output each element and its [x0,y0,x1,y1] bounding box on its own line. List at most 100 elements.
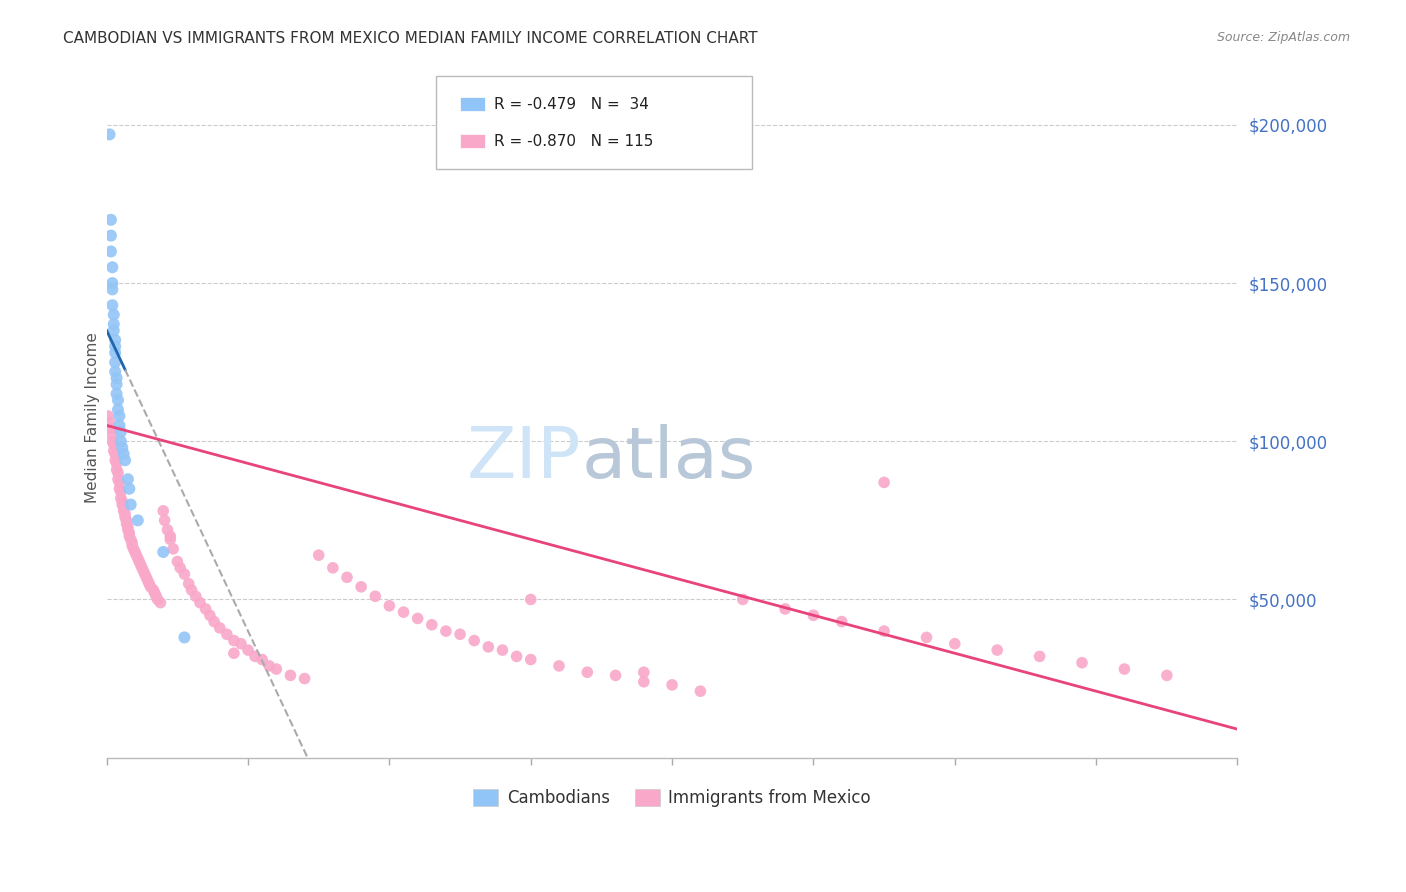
Point [142,582,165,597]
Point [121,539,143,553]
Point [101,282,124,296]
Point [118,526,141,541]
Point [1071,656,1094,670]
Text: atlas: atlas [582,424,756,493]
Point [122,541,145,556]
Point [104,365,127,379]
Point [145,589,167,603]
Point [194,602,217,616]
Point [104,453,127,467]
Point [378,599,401,613]
Point [266,662,288,676]
Point [100,212,122,227]
Point [143,586,166,600]
Point [125,548,148,562]
Point [114,507,136,521]
Point [129,558,152,572]
Point [110,484,132,499]
Point [392,605,415,619]
Point [202,615,225,629]
Point [294,672,316,686]
Point [173,567,195,582]
Point [101,276,124,290]
Point [110,425,132,439]
Point [107,402,129,417]
Point [136,574,159,588]
Point [986,643,1008,657]
Point [184,589,207,603]
Point [110,434,132,449]
Point [104,333,127,347]
Point [120,533,142,547]
Point [731,592,754,607]
Point [519,592,541,607]
Point [100,422,122,436]
Point [449,627,471,641]
Point [198,608,221,623]
Point [114,453,136,467]
Point [505,649,527,664]
Point [104,447,127,461]
Point [101,298,124,312]
Point [166,554,188,568]
Point [336,570,359,584]
Point [152,504,174,518]
Point [350,580,373,594]
Point [406,611,429,625]
Point [104,345,127,359]
Point [463,633,485,648]
Point [519,652,541,666]
Point [103,324,125,338]
Point [100,228,122,243]
Point [105,377,128,392]
Point [135,570,157,584]
Point [101,260,124,275]
Point [152,545,174,559]
Point [280,668,302,682]
Y-axis label: Median Family Income: Median Family Income [86,332,100,503]
Point [576,665,599,680]
Point [111,441,134,455]
Point [98,128,121,142]
Point [107,466,129,480]
Text: R = -0.870   N = 115: R = -0.870 N = 115 [494,134,652,149]
Point [134,567,156,582]
Point [104,355,127,369]
Point [434,624,457,639]
Point [117,472,139,486]
Point [229,637,252,651]
Point [120,498,142,512]
Point [364,589,387,603]
Point [112,504,135,518]
Point [104,339,127,353]
Point [117,519,139,533]
Point [105,371,128,385]
Point [308,548,330,562]
Point [208,621,231,635]
Point [243,649,266,664]
Point [159,533,181,547]
Point [131,561,153,575]
Point [149,596,172,610]
Point [633,674,655,689]
Point [111,494,134,508]
Legend: Cambodians, Immigrants from Mexico: Cambodians, Immigrants from Mexico [467,782,877,814]
Point [105,386,128,401]
Point [111,498,134,512]
Point [180,582,202,597]
Point [127,513,149,527]
Point [103,437,125,451]
Point [146,592,169,607]
Point [873,475,896,490]
Point [121,535,143,549]
Point [322,561,344,575]
Point [112,500,135,515]
Point [803,608,825,623]
Point [633,665,655,680]
Point [215,627,238,641]
Text: ZIP: ZIP [467,424,582,493]
Point [873,624,896,639]
Point [257,659,280,673]
Point [138,576,160,591]
Text: Source: ZipAtlas.com: Source: ZipAtlas.com [1216,31,1350,45]
